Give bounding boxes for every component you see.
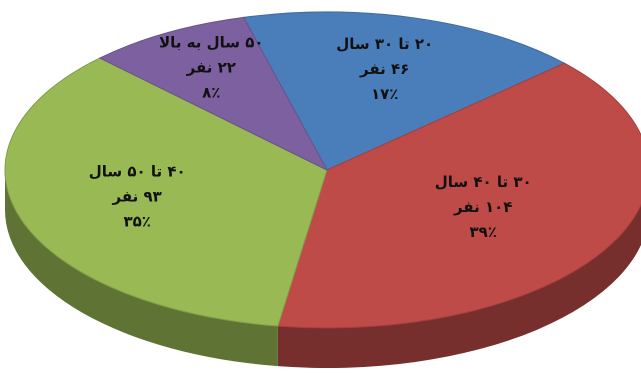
slice-count-label-1: ۱۰۴ نفر [453,198,512,216]
slice-count-label-3: ۲۲ نفر [186,58,236,76]
slice-name-label-3: ۵۰ سال به بالا [159,33,264,51]
slice-percent-label-0: ۱۷٪ [371,85,398,103]
slice-count-label-0: ۴۶ نفر [359,60,409,78]
slice-name-label-0: ۲۰ تا ۳۰ سال [336,35,433,53]
slice-percent-label-1: ۳۹٪ [469,223,496,241]
slice-percent-label-3: ۸٪ [202,83,220,101]
slice-count-label-2: ۹۳ نفر [112,187,162,205]
slice-name-label-1: ۳۰ تا ۴۰ سال [435,173,532,191]
slice-name-label-2: ۴۰ تا ۵۰ سال [89,162,186,180]
slice-percent-label-2: ۳۵٪ [123,212,150,230]
